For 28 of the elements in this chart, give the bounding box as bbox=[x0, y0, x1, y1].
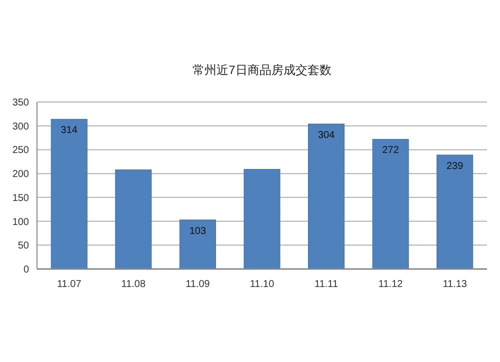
bar bbox=[179, 220, 216, 270]
x-tick-label: 11.08 bbox=[121, 279, 146, 290]
x-tick-label: 11.07 bbox=[56, 279, 82, 290]
y-tick-label: 100 bbox=[12, 216, 30, 228]
y-tick-label: 50 bbox=[18, 240, 30, 252]
y-tick-label: 250 bbox=[12, 145, 30, 156]
bar bbox=[372, 138, 409, 270]
x-tick-label: 11.09 bbox=[186, 279, 210, 290]
chart-title: 常州近7日商品房成交套数 bbox=[192, 63, 332, 77]
data-label: 272 bbox=[382, 145, 400, 156]
x-tick-label: 11.10 bbox=[250, 279, 275, 290]
bar bbox=[244, 169, 280, 270]
bar bbox=[115, 170, 152, 270]
y-tick-label: 0 bbox=[23, 264, 30, 276]
data-label: 103 bbox=[189, 226, 206, 237]
bar bbox=[308, 124, 345, 270]
data-label: 239 bbox=[446, 160, 464, 172]
bar bbox=[50, 118, 88, 270]
bar bbox=[436, 154, 474, 270]
y-tick-label: 350 bbox=[12, 98, 30, 108]
y-tick-label: 150 bbox=[12, 192, 30, 204]
x-tick-label: 11.13 bbox=[442, 279, 468, 290]
x-tick-label: 11.12 bbox=[378, 279, 404, 290]
y-tick-label: 200 bbox=[12, 169, 30, 180]
x-tick-label: 11.11 bbox=[314, 279, 338, 290]
data-label: 304 bbox=[318, 130, 336, 141]
data-label: 314 bbox=[60, 125, 78, 136]
y-tick-label: 300 bbox=[12, 121, 30, 132]
